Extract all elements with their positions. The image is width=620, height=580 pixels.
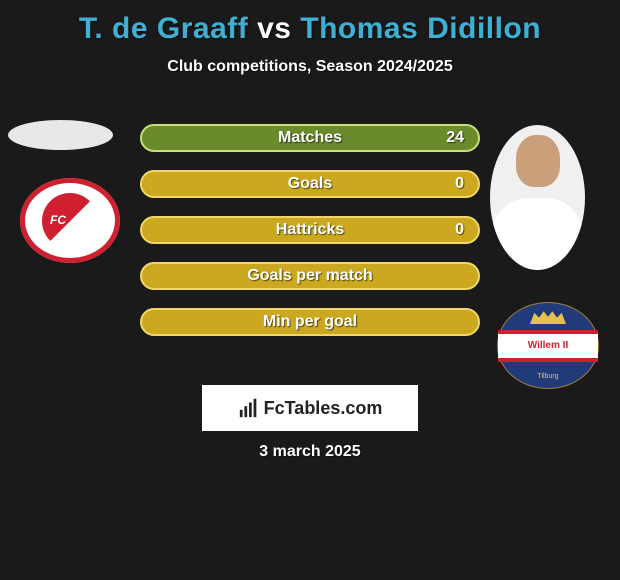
player-2-club-badge: Willem II Tilburg — [498, 303, 598, 388]
watermark: FcTables.com — [202, 385, 418, 431]
player-1-avatar — [8, 120, 113, 150]
club-badge-name: Willem II — [498, 334, 598, 358]
stat-bar-label: Matches — [278, 129, 342, 147]
stat-bars: Matches 24 Goals 0 Hattricks 0 Goals per match… — [140, 124, 480, 354]
stat-bar-label: Goals per match — [247, 267, 372, 285]
club-badge-sub: Tilburg — [498, 373, 598, 380]
stat-bar: Hattricks 0 — [140, 216, 480, 244]
player-1-club-badge: FC — [20, 178, 120, 263]
stat-bar-value: 0 — [455, 175, 464, 193]
subtitle: Club competitions, Season 2024/2025 — [0, 58, 620, 76]
stat-bar-label: Hattricks — [276, 221, 344, 239]
title-player-1: T. de Graaff — [79, 12, 248, 45]
stat-bar-label: Min per goal — [263, 313, 357, 331]
date-label: 3 march 2025 — [0, 443, 620, 461]
bar-chart-icon — [238, 397, 260, 419]
stat-bar: Goals per match — [140, 262, 480, 290]
club-badge-text: FC — [50, 213, 66, 227]
page-title: T. de Graaff vs Thomas Didillon — [0, 0, 620, 46]
club-badge-inner: FC — [42, 193, 98, 249]
stat-bar: Matches 24 — [140, 124, 480, 152]
crown-icon — [530, 308, 566, 324]
title-vs: vs — [248, 12, 300, 45]
stat-bar-value: 0 — [455, 221, 464, 239]
title-player-2: Thomas Didillon — [300, 12, 541, 45]
stat-bar-value: 24 — [446, 129, 464, 147]
watermark-text: FcTables.com — [264, 398, 383, 419]
player-2-avatar — [490, 125, 585, 270]
stat-bar-label: Goals — [288, 175, 332, 193]
stat-bar: Min per goal — [140, 308, 480, 336]
stat-bar: Goals 0 — [140, 170, 480, 198]
